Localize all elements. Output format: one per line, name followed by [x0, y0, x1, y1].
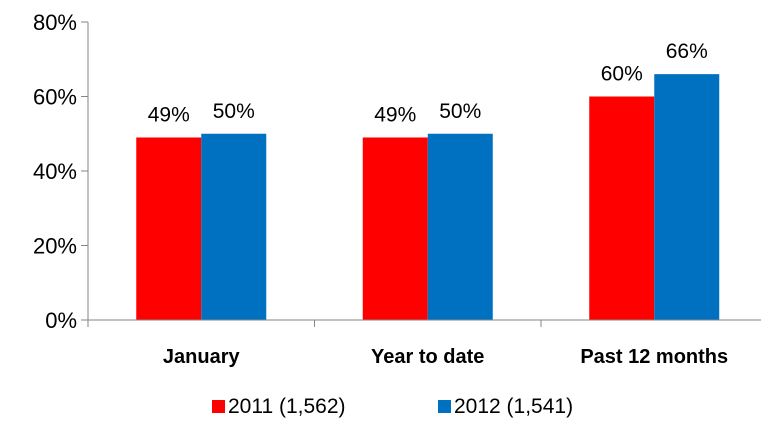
x-category-label-1: January	[163, 346, 241, 368]
data-label-series-2-2: 50%	[439, 100, 481, 123]
data-label-series-1-1: 49%	[148, 103, 190, 126]
legend-swatch-1	[212, 400, 225, 413]
bars-group	[136, 74, 720, 321]
x-category-label-3: Past 12 months	[580, 346, 728, 368]
bar-series-1-2	[362, 137, 428, 320]
y-tick-label-0: 0%	[45, 308, 77, 333]
data-label-series-2-1: 50%	[213, 100, 255, 123]
bar-series-2-1	[201, 133, 267, 320]
y-tick-label-4: 80%	[33, 10, 77, 35]
legend-item-2: 2012 (1,541)	[438, 395, 573, 418]
legend-label-2: 2012 (1,541)	[454, 395, 573, 418]
legend-label-1: 2011 (1,562)	[228, 395, 346, 418]
bar-series-1-1	[136, 137, 202, 320]
data-label-series-1-2: 49%	[374, 103, 416, 126]
x-category-label-2: Year to date	[371, 346, 484, 368]
legend-item-1: 2011 (1,562)	[212, 395, 346, 418]
data-label-series-2-3: 66%	[666, 40, 708, 63]
legend: 2011 (1,562) 2012 (1,541)	[212, 395, 573, 418]
y-tick-label-1: 20%	[33, 234, 77, 259]
y-tick-label-2: 40%	[33, 159, 77, 184]
data-label-series-1-3: 60%	[601, 63, 643, 86]
data-labels-group: 49% 50% 49% 50% 60% 66%	[148, 40, 708, 126]
bar-series-1-3	[589, 96, 655, 320]
bar-series-2-2	[427, 133, 493, 320]
bar-series-2-3	[654, 74, 720, 321]
axes-group: 0% 20% 40% 60% 80% January Year to date Past 12…	[33, 10, 761, 368]
legend-swatch-2	[438, 400, 451, 413]
y-tick-label-3: 60%	[33, 85, 77, 110]
